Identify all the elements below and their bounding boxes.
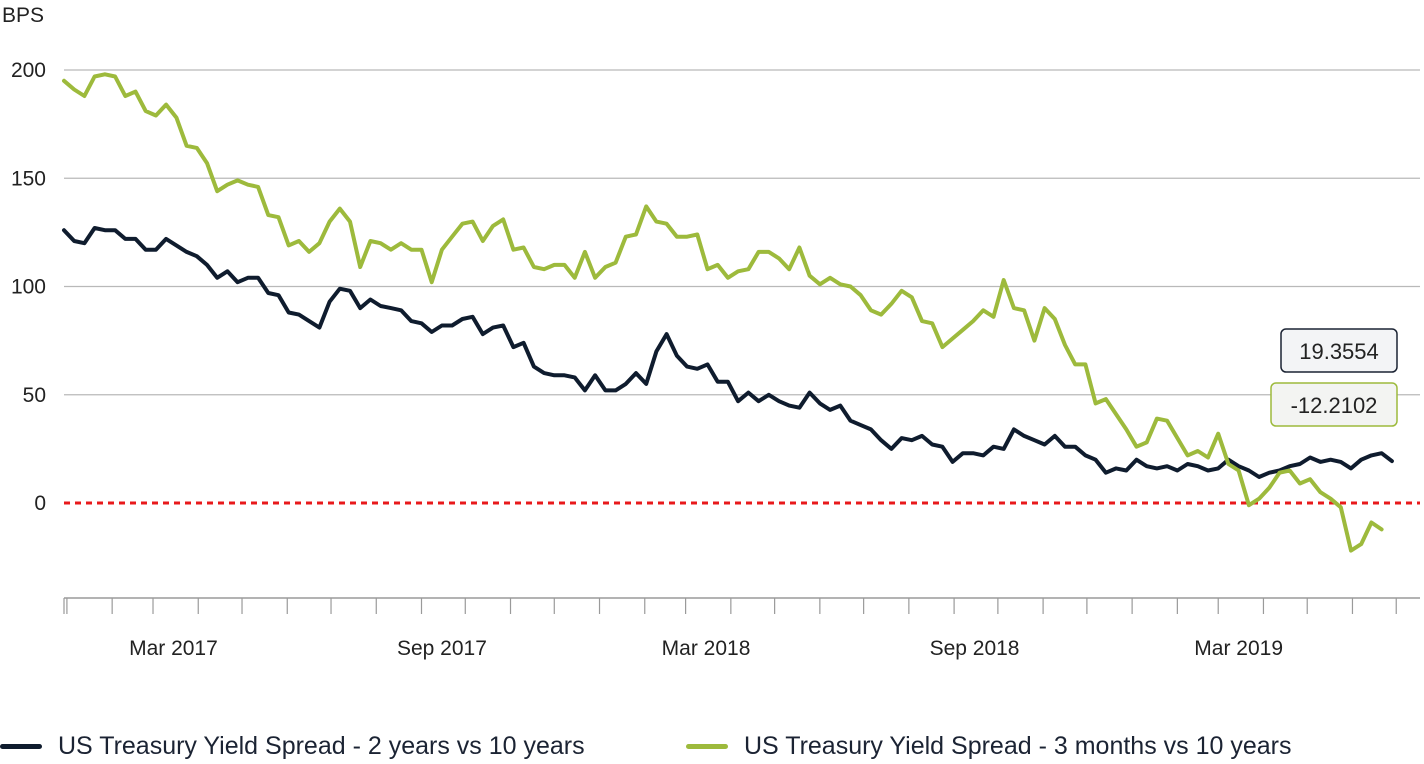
y-tick-label: 200 xyxy=(11,59,46,82)
y-axis-ticks: 0 50 100 150 200 xyxy=(11,59,46,515)
legend-item-2y-10y: US Treasury Yield Spread - 2 years vs 10… xyxy=(0,732,585,761)
legend: US Treasury Yield Spread - 2 years vs 10… xyxy=(0,728,1424,764)
end-label-1: 19.3554 xyxy=(1280,328,1398,373)
legend-swatch-2y-10y xyxy=(0,744,42,749)
y-tick-label: 50 xyxy=(23,384,46,407)
end-value-labels: 19.3554 -12.2102 xyxy=(1270,328,1398,427)
y-tick-label: 0 xyxy=(34,492,46,515)
x-axis: Mar 2017 Sep 2017 Mar 2018 Sep 2018 Mar 2019 xyxy=(63,597,1420,660)
legend-item-3m-10y: US Treasury Yield Spread - 3 months vs 1… xyxy=(686,732,1291,761)
legend-label-3m-10y: US Treasury Yield Spread - 3 months vs 1… xyxy=(744,732,1292,760)
end-label-box xyxy=(1270,382,1398,427)
legend-swatch-3m-10y xyxy=(686,744,728,749)
end-label-box xyxy=(1280,328,1398,373)
end-label-value: -12.2102 xyxy=(1291,393,1378,418)
series-line-1 xyxy=(62,226,1394,479)
legend-label-2y-10y: US Treasury Yield Spread - 2 years vs 10… xyxy=(58,732,585,760)
x-tick-label: Sep 2018 xyxy=(930,637,1020,660)
series-line-2 xyxy=(62,72,1384,553)
x-tick-label: Mar 2017 xyxy=(129,637,218,660)
x-tick-label: Mar 2018 xyxy=(662,637,751,660)
gridlines xyxy=(64,69,1420,396)
y-axis-label: BPS xyxy=(2,4,44,27)
x-tick-label: Mar 2019 xyxy=(1194,637,1283,660)
y-tick-label: 150 xyxy=(11,167,46,190)
x-tick-label: Sep 2017 xyxy=(397,637,487,660)
y-tick-label: 100 xyxy=(11,276,46,299)
end-label-2: -12.2102 xyxy=(1270,382,1398,427)
end-label-value: 19.3554 xyxy=(1299,339,1379,364)
series-lines xyxy=(62,72,1394,553)
